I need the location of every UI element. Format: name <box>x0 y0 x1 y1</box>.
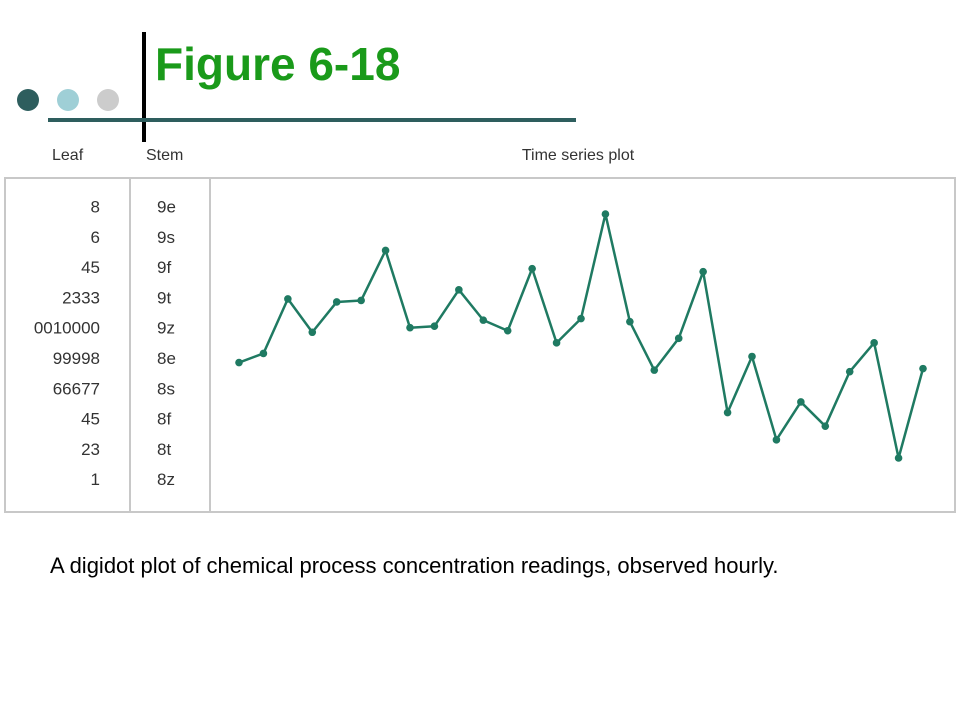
stem: 8f <box>157 410 171 429</box>
table-frame <box>4 177 956 513</box>
data-point <box>528 264 536 273</box>
data-point <box>284 295 292 303</box>
data-point <box>845 367 854 376</box>
stem: 8e <box>157 349 176 368</box>
data-point <box>381 246 390 255</box>
stem: 8s <box>157 379 175 398</box>
data-point <box>406 323 414 332</box>
data-point <box>723 408 732 417</box>
data-point <box>797 398 805 406</box>
column-header: Stem <box>146 147 183 164</box>
column-header: Leaf <box>52 147 84 164</box>
data-point <box>503 326 512 335</box>
bullet-dot <box>57 89 79 111</box>
data-point <box>455 286 463 294</box>
stem: 9e <box>157 197 176 216</box>
stem: 9z <box>157 319 175 338</box>
caption: A digidot plot of chemical process conce… <box>50 553 779 578</box>
series-line <box>238 212 925 460</box>
leaf: 99998 <box>53 349 100 368</box>
leaf: 23 <box>81 440 100 459</box>
slide-title: Figure 6-18 <box>155 38 400 90</box>
data-point <box>674 334 683 343</box>
bullet-dot <box>17 89 39 111</box>
leaf: 66677 <box>53 379 100 398</box>
leaf: 6 <box>91 228 100 247</box>
data-point <box>601 210 610 218</box>
data-point <box>357 296 365 305</box>
data-point <box>894 454 903 462</box>
data-point <box>821 422 830 430</box>
data-point <box>332 298 341 306</box>
data-point <box>577 314 585 323</box>
data-point <box>308 328 317 337</box>
data-point <box>699 267 707 276</box>
chart-title: Time series plot <box>522 147 635 164</box>
data-point <box>552 339 561 347</box>
stem: 8z <box>157 470 175 489</box>
plot <box>235 210 927 462</box>
data-point <box>626 317 634 326</box>
bullet-dot <box>97 89 119 111</box>
leaf: 45 <box>81 258 100 277</box>
stem: 9t <box>157 288 171 307</box>
stem: 8t <box>157 440 171 459</box>
data-point <box>748 352 756 361</box>
data-point <box>235 358 243 367</box>
data-point <box>919 364 927 373</box>
data-point <box>479 316 488 324</box>
leaf: 45 <box>81 410 100 429</box>
data-point <box>259 349 268 358</box>
leaf: 8 <box>91 197 100 216</box>
data-point <box>650 366 659 374</box>
data-point <box>430 322 439 330</box>
leaf: 0010000 <box>34 319 100 338</box>
stem: 9s <box>157 228 175 247</box>
leaf: 1 <box>91 470 100 489</box>
stem: 9f <box>157 258 171 277</box>
data-point <box>772 436 781 444</box>
data-point <box>870 339 878 347</box>
leaf: 2333 <box>62 288 100 307</box>
